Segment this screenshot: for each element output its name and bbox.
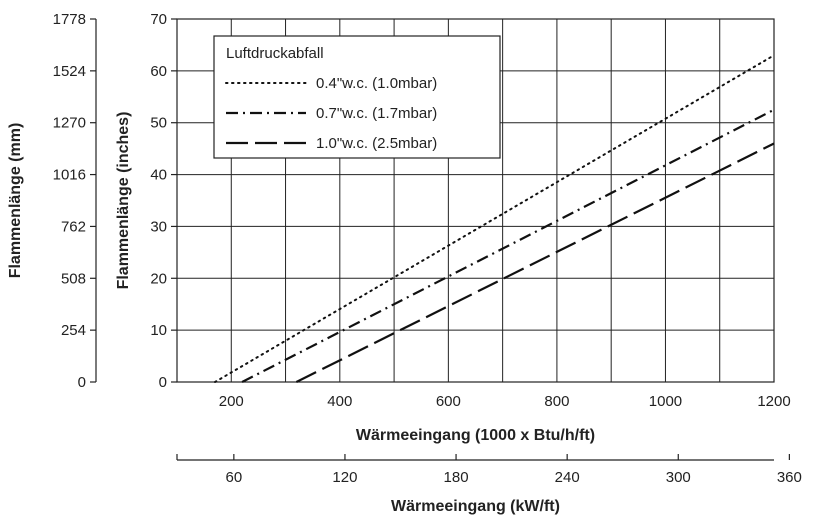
series-line [241,108,775,383]
legend-label: 0.4"w.c. (1.0mbar) [316,75,437,92]
secondary-x-tick-label: 180 [444,469,469,486]
secondary-x-tick-label: 60 [226,469,243,486]
x-tick-label: 400 [327,393,352,410]
secondary-x-tick-label: 120 [332,469,357,486]
secondary-y-tick-label: 0 [78,374,86,391]
legend-box [213,35,501,159]
series-line [213,54,775,383]
axis-ticks: 200 400 600 800 1000 1200 0 10 20 30 40 50 60 70 0 254 5… [53,11,802,486]
y-tick-label: 0 [159,374,167,391]
y-axis-title: Flammenlänge (inches) [115,112,132,290]
legend-label: 1.0"w.c. (2.5mbar) [316,135,437,152]
secondary-y-tick-label: 1016 [53,167,86,184]
secondary-y-axis-title: Flammenlänge (mm) [7,123,24,279]
x-tick-label: 1200 [757,393,790,410]
legend-title: Luftdruckabfall [226,45,324,62]
legend-items: 0.4"w.c. (1.0mbar) 0.7"w.c. (1.7mbar) 1.0"… [225,75,437,152]
secondary-x-tick-label: 360 [777,469,802,486]
y-tick-label: 50 [150,115,167,132]
y-tick-label: 20 [150,270,167,287]
y-tick-label: 10 [150,322,167,339]
secondary-y-tick-label: 762 [61,218,86,235]
secondary-y-tick-label: 254 [61,322,86,339]
series [213,54,775,383]
x-tick-label: 600 [436,393,461,410]
secondary-y-tick-label: 1270 [53,115,86,132]
secondary-x-tick-label: 240 [555,469,580,486]
y-tick-label: 40 [150,167,167,184]
plot-area [176,18,775,383]
x-tick-label: 200 [219,393,244,410]
legend: Luftdruckabfall 0.4"w.c. (1.0mbar) 0.7"w.… [213,35,501,159]
x-tick-label: 800 [544,393,569,410]
y-tick-label: 30 [150,218,167,235]
secondary-y-tick-label: 508 [61,270,86,287]
secondary-y-tick-label: 1524 [53,63,86,80]
x-axis-title: Wärmeeingang (1000 x Btu/h/ft) [356,427,595,444]
grid [177,19,774,382]
series-line [295,142,775,383]
secondary-x-axis-title: Wärmeeingang (kW/ft) [391,498,560,515]
y-tick-label: 70 [150,11,167,28]
secondary-y-tick-label: 1778 [53,11,86,28]
legend-label: 0.7"w.c. (1.7mbar) [316,105,437,122]
y-tick-label: 60 [150,63,167,80]
secondary-x-tick-label: 300 [666,469,691,486]
x-tick-label: 1000 [649,393,682,410]
